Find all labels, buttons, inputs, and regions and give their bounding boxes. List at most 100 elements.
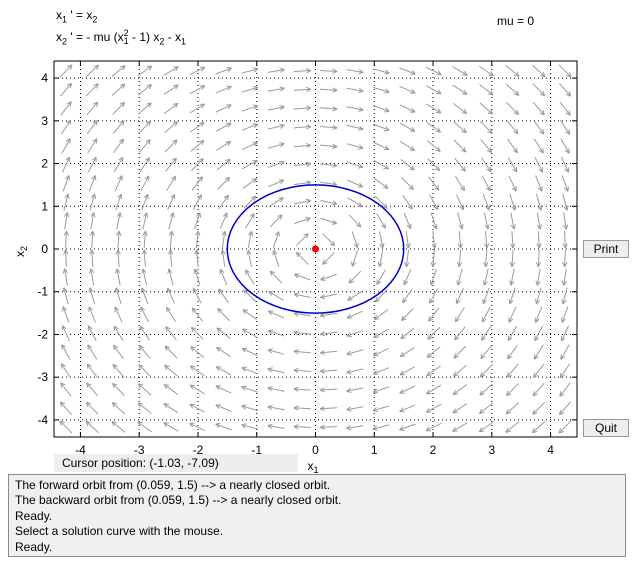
field-arrow — [216, 327, 231, 339]
field-arrow — [86, 382, 99, 397]
field-arrow — [217, 176, 231, 190]
field-arrow — [377, 249, 384, 268]
x-tick-label: 1 — [371, 443, 378, 457]
field-arrow — [114, 306, 123, 323]
field-arrow — [163, 66, 179, 76]
field-arrow — [267, 348, 285, 355]
field-arrow — [241, 404, 259, 412]
field-arrow — [320, 143, 338, 149]
field-arrow — [111, 83, 126, 96]
y-tick-label: -1 — [37, 285, 48, 299]
field-arrow — [112, 120, 125, 135]
field-arrow — [402, 194, 413, 210]
field-arrow — [111, 402, 126, 415]
field-arrow — [267, 67, 285, 73]
field-arrow — [346, 69, 364, 75]
field-arrow — [320, 106, 338, 112]
x-tick-label: -3 — [134, 443, 145, 457]
field-arrow — [483, 249, 489, 268]
field-arrow — [403, 269, 412, 286]
field-arrow — [60, 82, 73, 97]
field-arrow — [268, 290, 284, 301]
field-arrow — [319, 405, 338, 412]
field-arrow — [167, 194, 176, 211]
field-arrow — [373, 348, 390, 357]
field-arrow — [346, 330, 364, 338]
field-arrow — [60, 363, 72, 379]
message-line: The forward orbit from (0.059, 1.5) --> … — [15, 478, 331, 492]
y-tick-label: -2 — [37, 327, 48, 341]
field-arrow — [59, 420, 73, 434]
field-arrow — [373, 141, 390, 151]
field-arrow — [454, 307, 465, 323]
message-window[interactable]: The forward orbit from (0.059, 1.5) --> … — [8, 474, 626, 557]
field-arrow — [399, 122, 416, 132]
field-arrow — [505, 83, 520, 96]
field-arrow — [142, 230, 148, 249]
field-arrow — [216, 346, 231, 358]
field-arrow — [558, 401, 571, 416]
field-arrow — [138, 138, 151, 153]
field-arrow — [373, 309, 389, 321]
field-arrow — [351, 250, 359, 267]
equilibrium-point[interactable] — [312, 245, 319, 253]
field-arrow — [563, 212, 569, 230]
field-arrow — [430, 249, 436, 268]
field-arrow — [215, 423, 232, 431]
field-arrow — [346, 124, 364, 131]
field-arrow — [506, 383, 519, 397]
field-arrow — [351, 231, 359, 249]
field-arrow — [482, 268, 489, 286]
field-arrow — [505, 402, 520, 415]
field-arrow — [320, 273, 337, 281]
field-arrow — [194, 212, 202, 230]
y-tick-label: -4 — [37, 413, 48, 427]
field-arrow — [116, 230, 122, 249]
field-arrow — [426, 384, 442, 395]
field-arrow — [532, 382, 545, 397]
field-arrow — [242, 328, 258, 338]
message-line: Ready. — [15, 508, 53, 523]
field-arrow — [531, 420, 546, 434]
field-arrow — [189, 365, 205, 377]
field-arrow — [560, 344, 570, 360]
field-arrow — [87, 325, 97, 342]
y-axis-label: x2 — [13, 246, 29, 257]
field-arrow — [219, 268, 228, 286]
field-arrow — [163, 403, 179, 414]
field-arrow — [88, 175, 97, 192]
field-arrow — [479, 84, 494, 96]
field-arrow — [346, 143, 364, 150]
field-arrow — [63, 230, 69, 249]
field-arrow — [168, 249, 174, 267]
field-arrow — [215, 85, 232, 94]
field-arrow — [166, 287, 175, 304]
field-arrow — [505, 65, 520, 77]
quit-button[interactable]: Quit — [583, 419, 629, 437]
x-tick-label: 3 — [488, 443, 495, 457]
field-arrow — [373, 178, 389, 189]
periodic-orbit[interactable] — [226, 184, 405, 314]
field-arrow — [268, 197, 284, 208]
field-arrow — [320, 162, 338, 168]
field-arrow — [242, 309, 258, 320]
field-arrow — [165, 157, 177, 172]
field-arrow — [242, 177, 258, 189]
y-tick-label: -3 — [37, 370, 48, 384]
field-arrow — [189, 422, 206, 432]
field-arrow — [86, 119, 98, 135]
field-arrow — [163, 422, 179, 432]
message-line: Ready. — [15, 539, 53, 554]
field-arrow — [320, 87, 338, 93]
field-arrow — [319, 331, 338, 337]
field-arrow — [89, 230, 96, 249]
x-tick-label: 0 — [312, 443, 319, 457]
field-arrow — [456, 268, 463, 286]
print-button[interactable]: Print — [583, 240, 629, 258]
field-arrow — [561, 306, 569, 323]
field-arrow — [215, 366, 232, 376]
field-arrow — [346, 425, 364, 431]
field-arrow — [373, 123, 390, 132]
x-tick-label: -4 — [75, 443, 86, 457]
